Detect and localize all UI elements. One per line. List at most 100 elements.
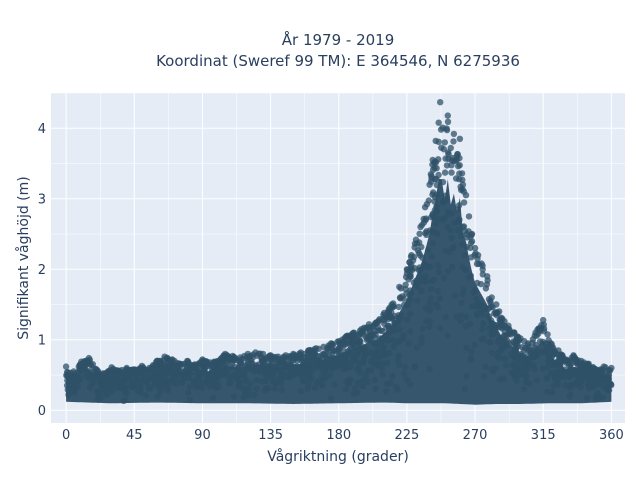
data-point: [540, 316, 547, 324]
data-point: [275, 353, 282, 360]
data-point: [584, 394, 591, 401]
data-point: [494, 309, 501, 317]
data-point: [138, 362, 146, 370]
data-point: [565, 362, 573, 369]
data-point: [441, 139, 448, 146]
data-point: [480, 320, 487, 327]
data-point: [462, 323, 469, 330]
data-point: [396, 283, 403, 291]
data-point: [427, 318, 434, 325]
data-point: [306, 376, 314, 384]
data-point: [488, 366, 495, 373]
data-point: [468, 230, 476, 238]
data-point: [153, 378, 160, 386]
data-point: [495, 354, 503, 362]
data-point: [522, 378, 530, 386]
data-point: [95, 371, 102, 378]
data-point: [330, 347, 337, 354]
data-point: [394, 314, 402, 322]
data-point: [536, 338, 544, 345]
data-point: [123, 364, 130, 372]
data-point: [405, 276, 412, 283]
data-point: [171, 375, 178, 382]
data-point: [153, 357, 161, 365]
data-point: [416, 230, 423, 237]
data-point: [304, 385, 311, 393]
data-point: [251, 392, 258, 399]
data-point: [197, 381, 204, 388]
data-point: [440, 274, 448, 282]
data-point: [444, 118, 452, 126]
data-point: [290, 350, 297, 358]
data-point: [164, 387, 171, 394]
data-point: [289, 363, 296, 371]
data-point: [220, 364, 227, 372]
data-point: [479, 311, 486, 318]
x-axis-label: Vågriktning (grader): [267, 448, 409, 465]
data-point: [521, 371, 528, 379]
data-point: [244, 350, 252, 358]
data-point: [457, 317, 464, 325]
x-tick-label: 315: [531, 428, 556, 443]
data-point: [417, 223, 424, 231]
data-point: [422, 216, 429, 224]
data-point: [460, 286, 467, 294]
data-point: [421, 204, 429, 211]
data-point: [544, 388, 551, 395]
data-point: [473, 260, 481, 268]
data-point: [513, 353, 520, 361]
data-point: [260, 359, 267, 367]
data-point: [247, 357, 254, 364]
data-point: [347, 376, 354, 383]
data-point: [468, 303, 476, 310]
data-points: [62, 99, 615, 405]
data-point: [176, 360, 183, 367]
data-point: [443, 162, 451, 169]
data-point: [259, 365, 267, 372]
data-point: [473, 310, 481, 317]
data-point: [526, 346, 534, 354]
data-point: [64, 386, 72, 393]
data-point: [371, 334, 379, 341]
data-point: [502, 362, 510, 369]
data-point: [416, 252, 424, 259]
data-point: [342, 386, 350, 393]
data-point: [463, 313, 470, 320]
y-axis-label: Signifikant våghöjd (m): [15, 176, 32, 339]
data-point: [549, 389, 556, 396]
data-point: [373, 350, 381, 357]
data-point: [393, 383, 400, 391]
data-point: [358, 326, 365, 333]
data-point: [229, 352, 236, 360]
data-point: [442, 155, 449, 162]
data-point: [245, 391, 252, 399]
data-point: [566, 393, 573, 400]
y-tick-label: 1: [38, 333, 46, 348]
data-point: [606, 379, 613, 387]
data-point: [554, 381, 562, 388]
data-point: [379, 352, 387, 359]
data-point: [434, 288, 441, 295]
data-point: [433, 191, 440, 198]
data-point: [70, 368, 77, 375]
data-point: [463, 373, 470, 380]
data-point: [402, 363, 409, 371]
data-point: [282, 352, 289, 359]
data-point: [608, 364, 615, 372]
data-point: [81, 363, 89, 370]
data-point: [379, 371, 386, 379]
data-point: [278, 386, 286, 393]
data-point: [310, 355, 317, 362]
data-point: [343, 333, 350, 340]
data-point: [362, 372, 369, 380]
data-point: [210, 382, 217, 389]
data-point: [328, 340, 335, 347]
data-point: [209, 367, 216, 375]
data-point: [488, 294, 495, 301]
data-point: [100, 370, 108, 377]
data-point: [116, 384, 124, 391]
data-point: [253, 376, 261, 384]
data-point: [463, 231, 471, 238]
data-point: [388, 301, 395, 308]
data-point: [422, 272, 430, 280]
